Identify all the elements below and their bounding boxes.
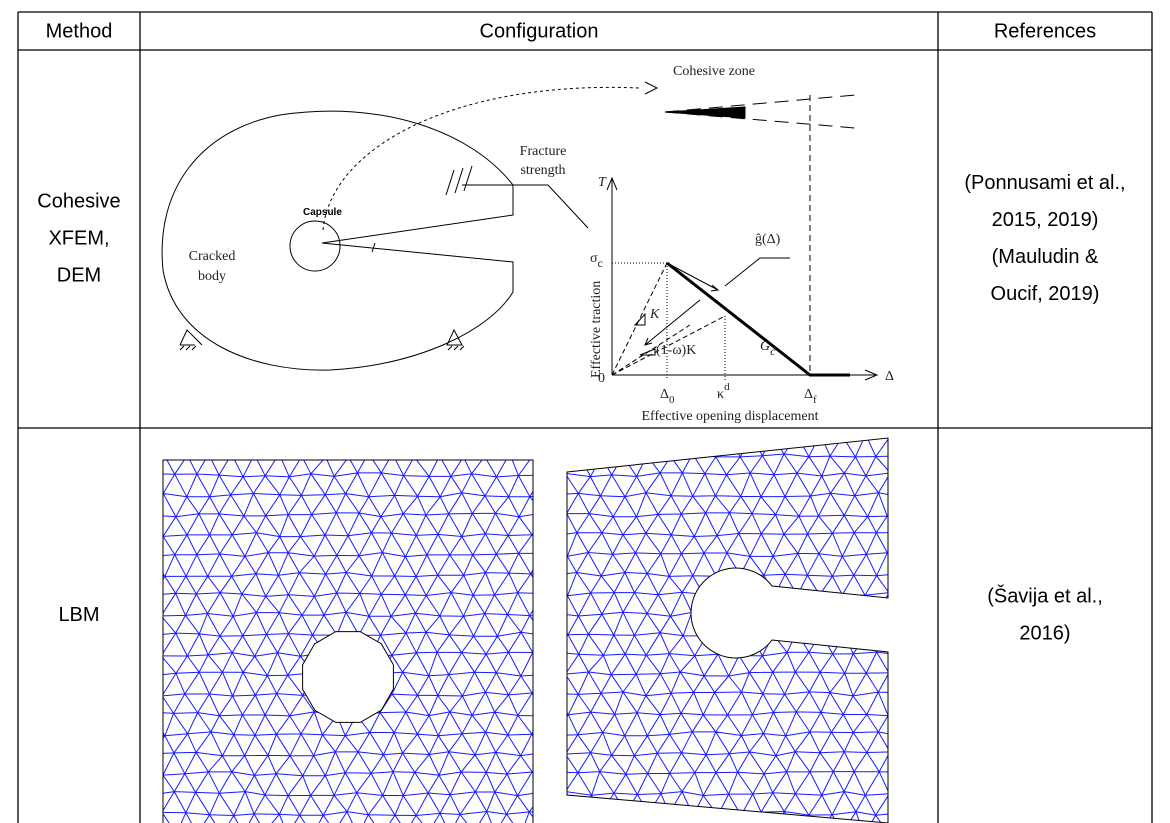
cell-text: DEM: [57, 264, 101, 286]
header-cell: Method: [46, 20, 113, 42]
label: T: [598, 175, 607, 190]
header-cell: References: [994, 20, 1096, 42]
label: Δf: [804, 387, 817, 406]
label: κd: [717, 381, 730, 402]
label: Cohesive zone: [673, 64, 755, 79]
label: Δ: [885, 369, 894, 384]
label: ĝ(Δ): [755, 232, 781, 247]
cell-text: 2015, 2019): [992, 209, 1099, 231]
cell-text: (Šavija et al.,: [987, 584, 1103, 607]
label: σc: [590, 251, 603, 270]
cell-text: 2016): [1019, 622, 1070, 644]
cell-text: Oucif, 2019): [991, 283, 1100, 305]
label: 0: [598, 371, 605, 386]
label: Fracture: [520, 144, 567, 159]
cell-text: (Ponnusami et al.,: [964, 172, 1125, 194]
cell-text: LBM: [58, 604, 99, 626]
label: K: [649, 307, 660, 322]
cell-text: Cohesive: [37, 190, 120, 212]
label: (1-ω)K: [656, 343, 696, 358]
label: Cracked: [189, 249, 236, 264]
table-grid: [18, 12, 1152, 823]
header-cell: Configuration: [480, 20, 599, 42]
label: Effective opening displacement: [641, 409, 818, 424]
page: Method Configuration References Cohesive…: [0, 0, 1170, 823]
label: Gc: [760, 339, 776, 358]
label: Capsule: [303, 207, 342, 218]
label: Effective traction: [589, 281, 604, 378]
cohesive-figure: [162, 82, 877, 380]
label: strength: [520, 163, 565, 178]
label: Δ0: [660, 387, 675, 406]
cell-text: XFEM,: [48, 227, 109, 249]
lattice-mesh: [138, 433, 902, 823]
cell-text: (Mauludin &: [992, 246, 1099, 268]
label: body: [198, 269, 226, 284]
